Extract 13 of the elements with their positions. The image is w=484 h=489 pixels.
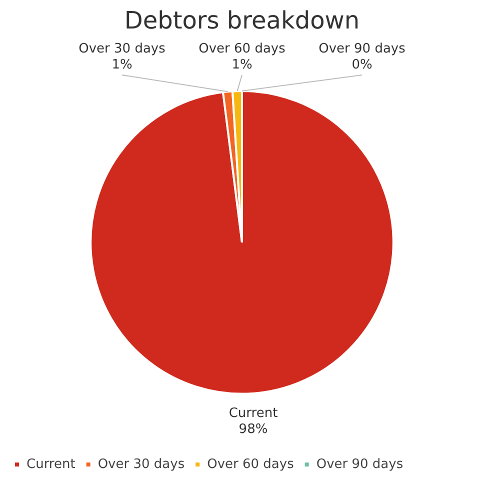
data-label: 1% [232, 57, 252, 72]
data-label: 1% [112, 57, 132, 72]
legend-label: Over 30 days [98, 456, 185, 472]
category-label: Over 90 days [318, 41, 406, 56]
slice-label: Over 30 days [78, 41, 166, 56]
chart-title: Debtors breakdown [124, 6, 360, 35]
slice-label: Over 60 days [198, 41, 286, 56]
legend-label: Over 60 days [207, 456, 294, 472]
legend-label: Current [26, 456, 76, 472]
slice-label: Current [228, 406, 278, 421]
legend-label: Over 90 days [316, 456, 404, 472]
data-label: 98% [238, 422, 268, 437]
text: 0% [352, 57, 372, 72]
